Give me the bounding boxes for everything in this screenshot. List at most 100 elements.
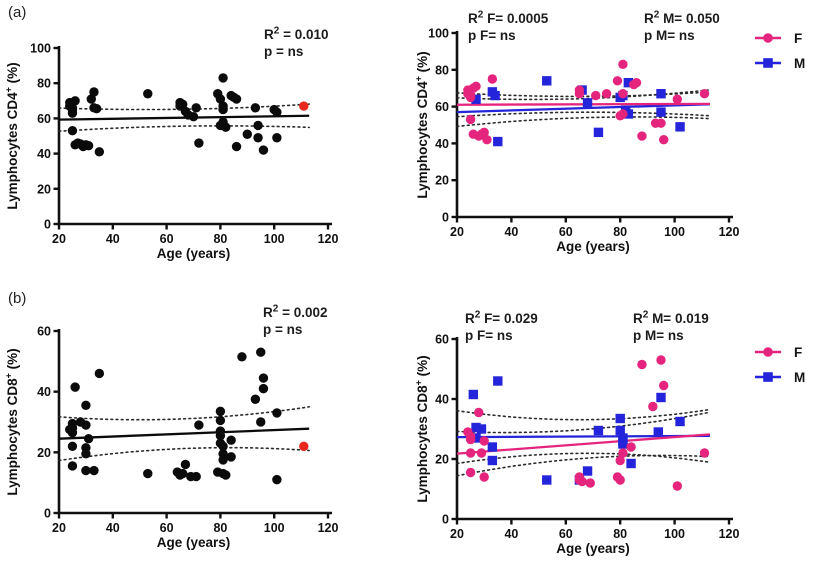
fit-line — [456, 103, 710, 114]
y-tick-label: 0 — [44, 507, 51, 521]
data-point-female — [465, 114, 476, 125]
data-point-all-subjects — [258, 145, 269, 155]
data-point-all-subjects — [226, 435, 236, 445]
ci-band-lower — [58, 125, 310, 132]
x-tick-label: 100 — [264, 521, 285, 535]
data-point-female — [637, 131, 647, 141]
x-tick-label: 60 — [559, 225, 573, 239]
y-tick-label: 0 — [44, 218, 51, 232]
y-tick-label: 100 — [428, 27, 449, 41]
data-point-female — [574, 89, 585, 99]
y-tick-label: 100 — [30, 42, 51, 56]
x-axis-title: Age (years) — [556, 541, 630, 556]
data-point-male — [468, 389, 479, 400]
y-axis-title: Lymphocytes CD8+ (%) — [414, 355, 431, 502]
data-point-all-subjects — [237, 352, 247, 362]
data-point-female — [659, 135, 669, 145]
y-tick-label: 40 — [435, 393, 449, 407]
data-point-male — [623, 77, 634, 88]
y-tick-label: 60 — [435, 100, 449, 114]
data-point-female — [618, 109, 628, 119]
x-tick-label: 60 — [160, 232, 174, 246]
x-axis-title: Age (years) — [556, 239, 630, 254]
y-tick-label: 20 — [435, 174, 449, 188]
x-tick-label: 120 — [318, 232, 339, 246]
data-point-all-subjects — [221, 122, 231, 132]
fit-line — [456, 434, 710, 439]
data-point-all-subjects — [253, 120, 263, 131]
data-point-female — [479, 472, 489, 482]
data-point-male — [582, 466, 593, 476]
data-point-all-subjects — [81, 465, 91, 476]
x-tick-label: 20 — [450, 527, 464, 541]
data-point-female — [577, 476, 587, 487]
data-point-all-subjects — [258, 383, 269, 394]
y-tick-label: 80 — [435, 63, 449, 77]
ci-band-upper — [456, 408, 711, 421]
data-point-all-subjects — [215, 430, 226, 441]
legend-m-marker-icon — [763, 58, 773, 68]
ci-band-lower — [58, 446, 310, 462]
series-oldest-highlight — [299, 101, 309, 111]
data-point-male — [593, 425, 604, 436]
p-value-text: p F= ns — [468, 28, 516, 43]
p-value-text: p M= ns — [644, 28, 695, 43]
data-point-all-subjects — [143, 89, 153, 99]
x-tick-label: 100 — [664, 527, 685, 541]
data-point-female — [656, 118, 666, 128]
legend-m-label: M — [794, 56, 805, 71]
data-point-all-subjects — [94, 368, 105, 379]
regression-group — [58, 406, 310, 462]
series-female — [463, 59, 710, 145]
data-point-all-subjects — [67, 108, 78, 118]
panel-b-label: (b) — [8, 290, 27, 307]
r-squared-text: R2 = 0.002 — [263, 304, 327, 321]
regression-group — [456, 408, 711, 465]
data-point-male — [593, 127, 604, 138]
data-point-female — [637, 359, 647, 370]
x-tick-label: 60 — [160, 521, 174, 535]
data-point-all-subjects — [81, 400, 91, 411]
data-point-male — [471, 94, 481, 104]
x-tick-label: 100 — [664, 225, 685, 239]
data-point-female — [471, 81, 481, 92]
data-point-all-subjects — [226, 452, 236, 462]
series-oldest-highlight — [299, 441, 309, 451]
data-point-all-subjects — [218, 455, 228, 465]
ci-band-lower — [456, 454, 711, 477]
data-point-female — [618, 59, 628, 69]
ci-band-lower — [456, 111, 711, 118]
legend-f-marker-icon — [763, 347, 773, 357]
x-tick-label: 100 — [264, 232, 285, 246]
data-point-all-subjects — [67, 126, 78, 136]
x-tick-label: 120 — [318, 521, 339, 535]
data-point-all-subjects — [83, 433, 94, 444]
data-point-all-subjects — [256, 417, 266, 427]
data-point-female — [615, 475, 625, 485]
data-point-male — [623, 109, 634, 119]
data-point-all-subjects — [215, 406, 226, 417]
y-tick-label: 0 — [442, 211, 449, 225]
data-point-female — [591, 90, 601, 101]
r-squared-text: R2 M= 0.019 — [633, 310, 709, 327]
p-value-text: p = ns — [264, 44, 303, 59]
data-point-male — [615, 425, 625, 436]
data-point-all-subjects — [94, 147, 105, 157]
data-point-all-subjects — [256, 347, 266, 357]
x-tick-label: 20 — [52, 232, 66, 246]
p-value-text: p F= ns — [465, 328, 513, 343]
data-point-all-subjects — [70, 382, 80, 392]
x-tick-label: 120 — [719, 527, 740, 541]
y-tick-label: 0 — [442, 513, 449, 527]
data-point-all-subjects — [83, 140, 94, 151]
fit-line — [58, 114, 310, 121]
data-point-male — [493, 376, 503, 386]
y-axis-title: Lymphocytes CD8+ (%) — [4, 348, 21, 495]
ci-band-lower — [456, 452, 711, 465]
data-point-male — [476, 424, 487, 434]
